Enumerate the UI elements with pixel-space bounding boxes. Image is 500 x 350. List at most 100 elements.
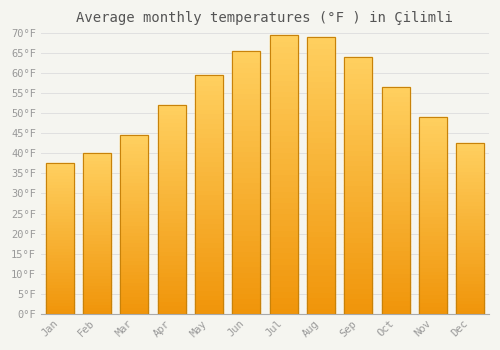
Bar (83, 262, 111, 266)
Bar (382, 96, 409, 101)
Bar (456, 270, 484, 273)
Bar (344, 139, 372, 145)
Bar (307, 48, 335, 54)
Bar (344, 83, 372, 88)
Bar (307, 297, 335, 303)
Bar (46, 254, 74, 257)
Bar (270, 108, 297, 113)
Bar (120, 310, 148, 314)
Bar (120, 150, 148, 153)
Bar (307, 104, 335, 109)
Bar (232, 224, 260, 230)
Bar (270, 74, 297, 80)
Bar (419, 188, 447, 192)
Bar (456, 144, 484, 314)
Bar (382, 241, 409, 246)
Bar (270, 202, 297, 208)
Bar (195, 242, 223, 247)
Bar (382, 187, 409, 191)
Bar (83, 160, 111, 163)
Bar (46, 163, 74, 167)
Bar (344, 191, 372, 196)
Bar (456, 307, 484, 310)
Bar (83, 259, 111, 262)
Bar (382, 105, 409, 110)
Bar (307, 82, 335, 87)
Bar (307, 220, 335, 225)
Bar (270, 214, 297, 219)
Bar (195, 275, 223, 280)
Bar (382, 232, 409, 237)
Bar (382, 142, 409, 146)
Bar (158, 226, 186, 230)
Bar (382, 309, 409, 314)
Bar (307, 109, 335, 115)
Bar (456, 280, 484, 283)
Bar (46, 232, 74, 236)
Bar (232, 156, 260, 161)
Bar (456, 297, 484, 300)
Bar (307, 214, 335, 220)
Bar (120, 196, 148, 200)
Bar (83, 282, 111, 285)
Bar (83, 298, 111, 301)
Bar (344, 288, 372, 293)
Bar (382, 119, 409, 124)
Bar (382, 169, 409, 173)
Bar (195, 252, 223, 257)
Bar (456, 198, 484, 201)
Bar (382, 273, 409, 278)
Bar (46, 220, 74, 224)
Bar (456, 147, 484, 150)
Bar (232, 251, 260, 256)
Bar (83, 227, 111, 230)
Bar (83, 195, 111, 198)
Bar (232, 104, 260, 109)
Bar (419, 259, 447, 262)
Bar (307, 258, 335, 264)
Bar (344, 303, 372, 309)
Bar (83, 269, 111, 272)
Bar (195, 90, 223, 95)
Bar (46, 251, 74, 254)
Bar (232, 93, 260, 98)
Bar (307, 264, 335, 270)
Bar (456, 201, 484, 205)
Bar (158, 222, 186, 226)
Bar (344, 98, 372, 103)
Bar (195, 204, 223, 209)
Bar (307, 76, 335, 82)
Bar (307, 198, 335, 203)
Bar (419, 231, 447, 235)
Bar (382, 114, 409, 119)
Bar (158, 193, 186, 197)
Bar (232, 83, 260, 88)
Bar (46, 262, 74, 266)
Bar (46, 226, 74, 230)
Bar (344, 134, 372, 139)
Bar (195, 299, 223, 304)
Bar (83, 304, 111, 307)
Bar (195, 80, 223, 85)
Bar (232, 219, 260, 224)
Bar (158, 201, 186, 205)
Bar (195, 108, 223, 113)
Bar (344, 242, 372, 247)
Bar (382, 228, 409, 232)
Bar (307, 275, 335, 280)
Bar (158, 243, 186, 247)
Bar (419, 200, 447, 204)
Bar (158, 256, 186, 260)
Bar (270, 275, 297, 280)
Bar (232, 119, 260, 125)
Bar (158, 272, 186, 276)
Bar (158, 276, 186, 280)
Bar (232, 209, 260, 214)
Bar (158, 260, 186, 264)
Bar (83, 279, 111, 282)
Bar (46, 281, 74, 284)
Bar (456, 290, 484, 293)
Bar (195, 285, 223, 290)
Bar (83, 288, 111, 291)
Bar (83, 253, 111, 256)
